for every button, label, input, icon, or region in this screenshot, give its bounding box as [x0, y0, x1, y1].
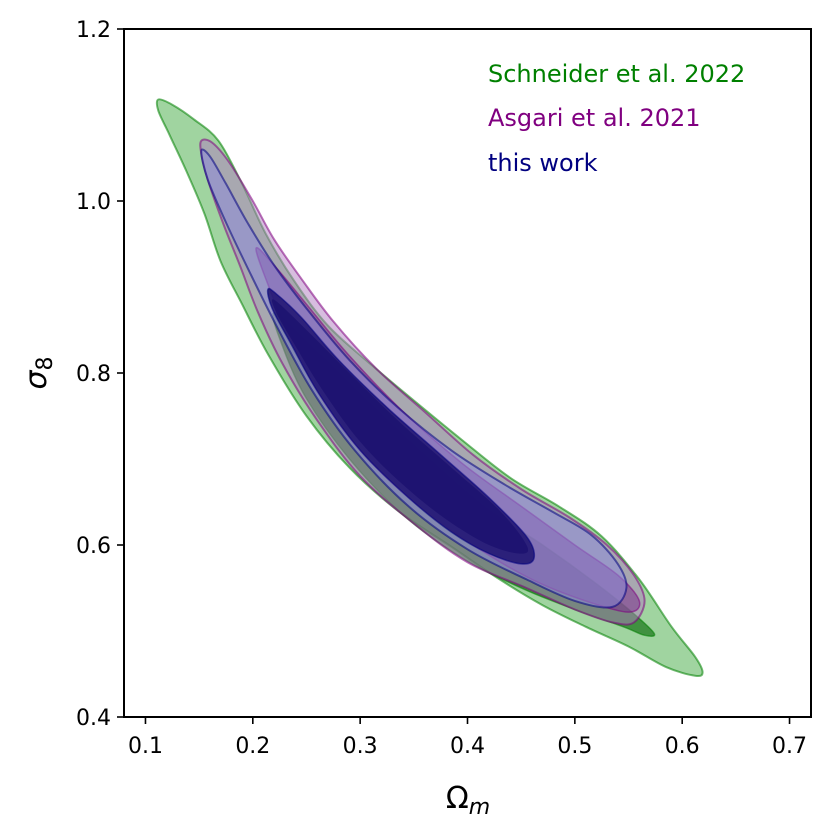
x-tick-label: 0.3 [343, 734, 378, 759]
x-tick-label: 0.5 [557, 734, 592, 759]
contour-this-work-inner-core [271, 299, 529, 554]
y-axis-ticks: 0.4 0.6 0.8 1.0 1.2 [76, 18, 124, 731]
y-tick-label: 0.6 [76, 534, 111, 559]
y-tick-label: 0.4 [76, 706, 111, 731]
legend-item-schneider: Schneider et al. 2022 [488, 60, 745, 88]
y-tick-label: 1.0 [76, 190, 111, 215]
plot-frame [123, 28, 812, 718]
legend-item-asgari: Asgari et al. 2021 [488, 104, 701, 132]
x-tick-label: 0.2 [235, 734, 270, 759]
y-axis-title: σ8 [19, 356, 58, 389]
contour-this-work-outer [200, 148, 628, 609]
y-axis-symbol: σ [19, 370, 54, 390]
x-axis-ticks: 0.1 0.2 0.3 0.4 0.5 0.6 0.7 [128, 717, 807, 759]
y-tick-label: 0.8 [76, 362, 111, 387]
contour-layers [155, 98, 704, 677]
y-tick-label: 1.2 [76, 18, 111, 43]
x-tick-label: 0.1 [128, 734, 163, 759]
legend: Schneider et al. 2022 Asgari et al. 2021… [488, 60, 745, 177]
x-axis-subscript: m [469, 795, 490, 820]
x-tick-label: 0.4 [450, 734, 485, 759]
x-tick-label: 0.6 [665, 734, 700, 759]
y-axis-subscript: 8 [33, 356, 58, 370]
x-axis-symbol: Ω [446, 781, 469, 816]
x-tick-label: 0.7 [772, 734, 807, 759]
legend-item-this-work: this work [488, 149, 598, 177]
x-axis-title: Ωm [446, 781, 490, 820]
